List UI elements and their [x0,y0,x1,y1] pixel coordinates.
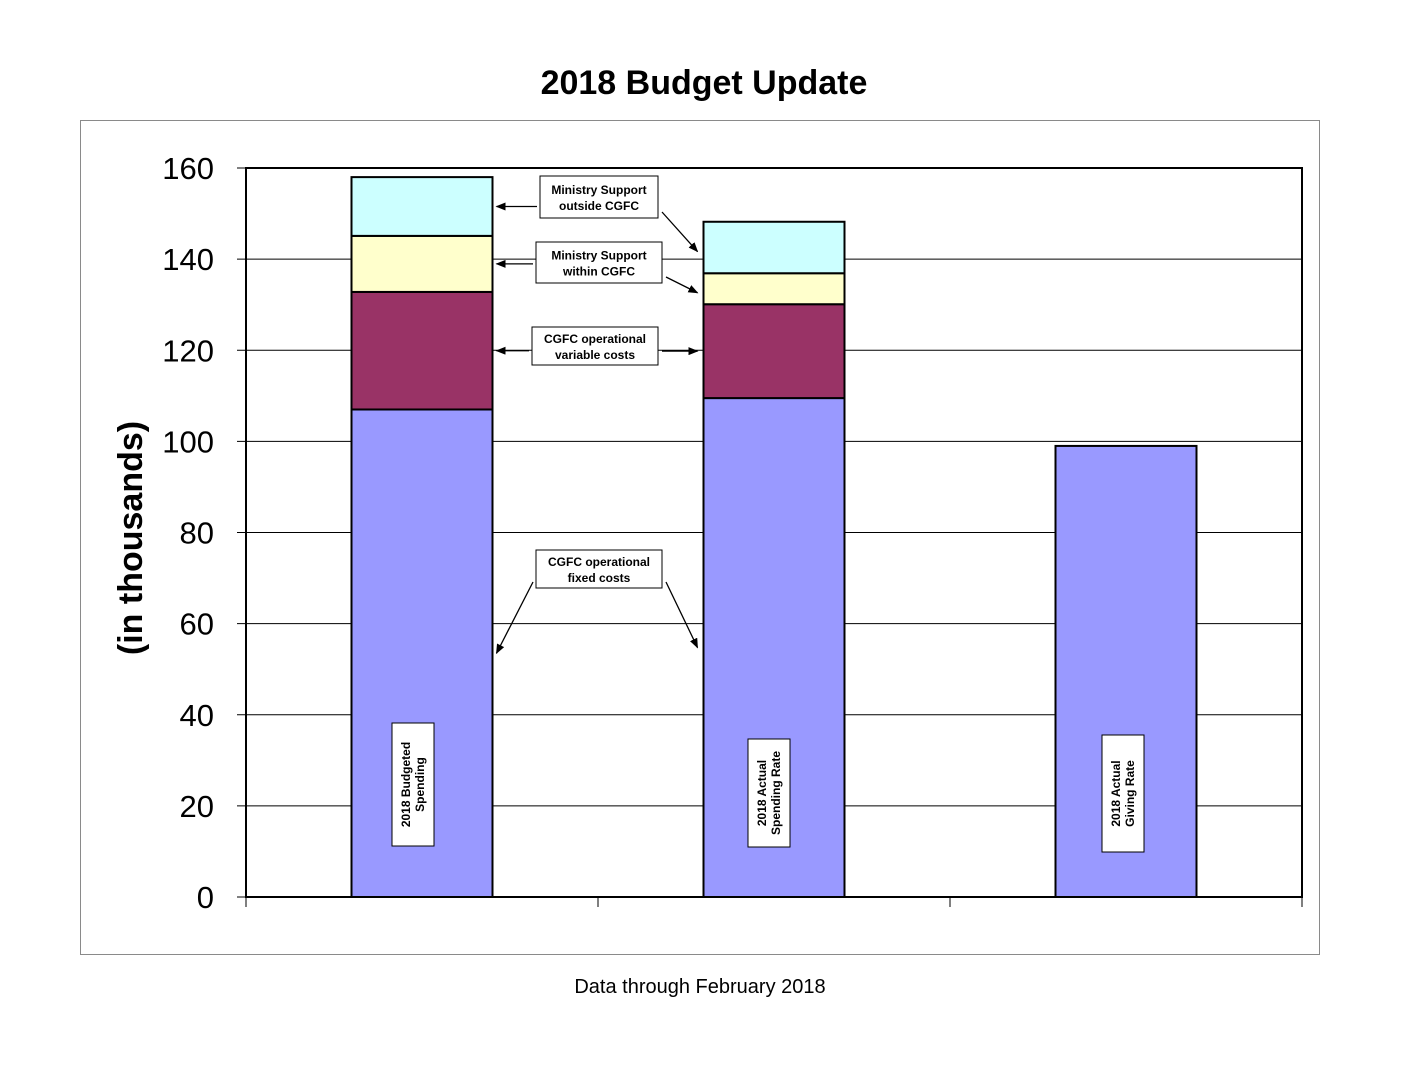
bar-segment [350,176,494,237]
category-label-text: 2018 ActualSpending Rate [755,751,783,835]
y-tick-label: 160 [162,151,214,186]
series-callout-text: CGFC operational fixed costs [548,555,650,585]
series-callout-box [535,241,663,284]
category-label-text: 2018 BudgetedSpending [399,742,427,827]
callout-arrow [665,581,699,649]
category-labels: 2018 BudgetedSpending 2018 ActualSpending… [391,722,1145,853]
category-label-line: 2018 Budgeted [399,742,413,827]
y-tick-label: 60 [180,607,214,642]
category-label: 2018 BudgetedSpending [391,722,435,847]
category-label-box [747,738,791,848]
y-tick-label: 100 [162,424,214,459]
series-callout-line: CGFC operational [548,555,650,569]
category-label-line: Spending Rate [769,751,783,835]
category-label-box [1101,734,1145,853]
y-axis: 0 20 40 60 80 100 120 140 160 [162,151,1303,915]
y-tick-label: 80 [180,516,214,551]
category-label-line: 2018 Actual [1109,760,1123,826]
series-callout-text: CGFC operational variable costs [544,332,646,362]
series-callout-box [531,326,659,366]
series-callout-line: variable costs [555,348,635,362]
category-label-line: 2018 Actual [755,760,769,826]
bar-segment [702,220,846,275]
callout-arrow [495,581,534,655]
y-tick-label: 120 [162,333,214,368]
series-callout-line: fixed costs [568,571,631,585]
category-label: 2018 ActualSpending Rate [747,738,791,848]
series-callout: Ministry Support outside CGFC [495,175,699,253]
series-callout-line: within CGFC [562,265,635,279]
category-label: 2018 ActualGiving Rate [1101,734,1145,853]
series-callout-line: outside CGFC [559,199,639,213]
plot-area-frame [80,120,1320,955]
series-callout-line: CGFC operational [544,332,646,346]
y-tick-label: 20 [180,789,214,824]
series-callout-text: Ministry Support within CGFC [551,249,646,279]
category-label-line: Giving Rate [1123,760,1137,827]
series-callout: Ministry Support within CGFC [495,241,699,294]
callout-arrow [665,276,699,294]
bar-segment [702,303,846,400]
chart-footer: Data through February 2018 [574,976,826,998]
bar-segment [350,290,494,411]
y-tick-label: 0 [197,880,214,915]
callout-arrow [661,211,699,253]
y-tick-label: 140 [162,242,214,277]
chart-title: 2018 Budget Update [540,64,868,102]
series-callout: CGFC operational fixed costs [495,549,699,655]
series-callout-text: Ministry Support outside CGFC [551,183,646,213]
category-label-box [391,722,435,847]
category-label-line: Spending [413,757,427,812]
series-callout-box [539,175,659,219]
series-callout-line: Ministry Support [551,183,646,197]
category-label-text: 2018 ActualGiving Rate [1109,760,1137,827]
series-callout: CGFC operational variable costs [495,326,699,366]
series-callout-line: Ministry Support [551,249,646,263]
y-tick-label: 40 [180,698,214,733]
bar-segment [702,272,846,306]
bar-segment [350,234,494,293]
series-callout-box [535,549,663,589]
y-axis-title: (in thousands) [112,421,150,655]
